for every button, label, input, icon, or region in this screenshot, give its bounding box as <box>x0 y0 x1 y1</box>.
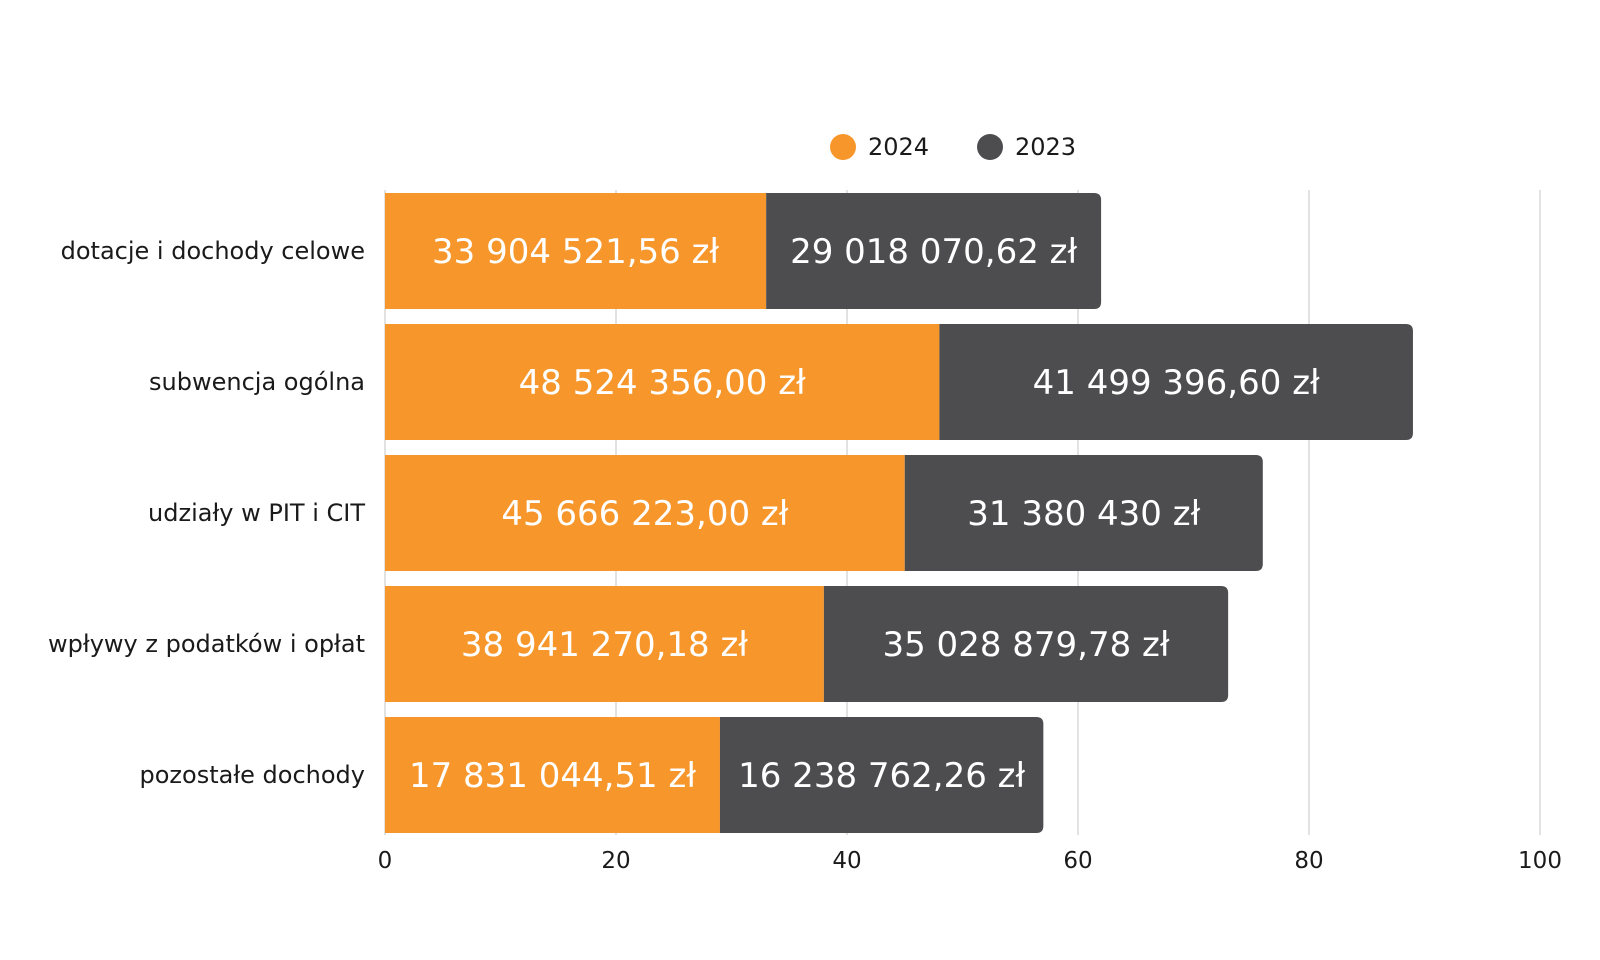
legend-swatch-2023 <box>977 134 1003 160</box>
bar-value-label: 35 028 879,78 zł <box>882 625 1169 665</box>
bar-value-label: 16 238 762,26 zł <box>738 756 1025 796</box>
bar-2023-0 <box>766 193 1102 309</box>
category-labels: dotacje i dochody celowe subwencja ogólna… <box>48 237 365 789</box>
bar-2023-3 <box>823 586 1229 702</box>
x-tick-label: 20 <box>601 848 630 874</box>
bar-2023-4 <box>719 717 1044 833</box>
bar-2024-2 <box>385 455 905 571</box>
category-label: pozostałe dochody <box>140 761 365 789</box>
bar-value-label: 33 904 521,56 zł <box>432 232 719 272</box>
x-tick-label: 80 <box>1294 848 1323 874</box>
category-label: dotacje i dochody celowe <box>61 237 365 265</box>
legend-label-2023: 2023 <box>1015 133 1076 161</box>
bar-value-label: 45 666 223,00 zł <box>501 494 788 534</box>
legend-label-2024: 2024 <box>868 133 929 161</box>
bar-2023-1 <box>939 324 1413 440</box>
legend-swatch-2024 <box>830 134 856 160</box>
x-axis-ticks: 0 20 40 60 80 100 <box>378 848 1562 874</box>
bar-value-label: 41 499 396,60 zł <box>1033 363 1320 403</box>
bar-2024-4 <box>385 717 720 833</box>
category-label: wpływy z podatków i opłat <box>48 630 365 658</box>
bar-2024-3 <box>385 586 824 702</box>
bar-value-label: 38 941 270,18 zł <box>461 625 748 665</box>
bars: 33 904 521,56 zł 29 018 070,62 zł 48 524 3… <box>385 193 1413 833</box>
legend: 2024 2023 <box>830 133 1076 161</box>
bar-value-label: 29 018 070,62 zł <box>790 232 1077 272</box>
bar-value-label: 17 831 044,51 zł <box>409 756 696 796</box>
x-tick-label: 60 <box>1063 848 1092 874</box>
bar-value-label: 31 380 430 zł <box>967 494 1200 534</box>
category-label: udziały w PIT i CIT <box>148 499 365 527</box>
bar-2024-1 <box>385 324 940 440</box>
bar-2024-0 <box>385 193 767 309</box>
bar-2023-2 <box>904 455 1263 571</box>
x-tick-label: 0 <box>378 848 393 874</box>
category-label: subwencja ogólna <box>149 368 365 396</box>
x-tick-label: 100 <box>1518 848 1562 874</box>
x-tick-label: 40 <box>832 848 861 874</box>
bar-value-label: 48 524 356,00 zł <box>519 363 806 403</box>
